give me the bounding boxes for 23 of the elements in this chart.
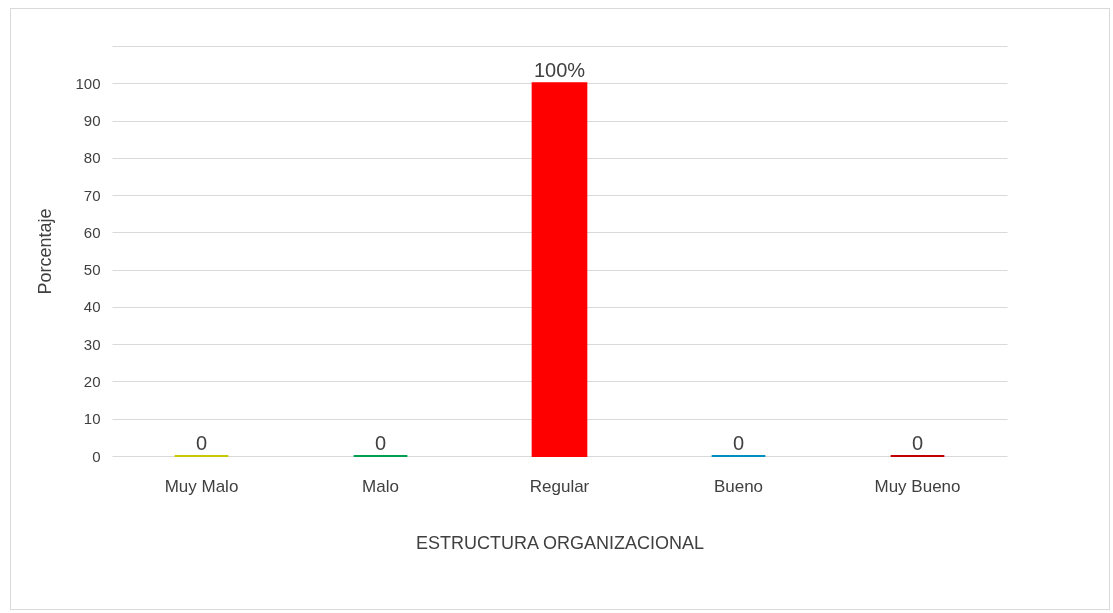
x-axis-title: ESTRUCTURA ORGANIZACIONAL bbox=[415, 532, 705, 553]
x-tick-label: Malo bbox=[362, 476, 399, 496]
data-label: 100% bbox=[533, 59, 586, 82]
data-label: 0 bbox=[732, 432, 745, 454]
y-tick-label: 50 bbox=[83, 261, 101, 279]
y-tick-label: 20 bbox=[83, 372, 101, 390]
x-tick-label: Bueno bbox=[713, 476, 764, 496]
y-tick-label: 70 bbox=[83, 186, 101, 204]
y-axis-title: Porcentaje bbox=[35, 208, 56, 295]
y-tick-label: 100 bbox=[75, 74, 101, 92]
x-tick-label: Muy Malo bbox=[164, 476, 239, 496]
y-tick-label: 40 bbox=[83, 298, 101, 316]
y-tick-label: 80 bbox=[83, 149, 101, 167]
y-tick-label: 0 bbox=[92, 447, 101, 465]
x-tick-label: Regular bbox=[529, 476, 590, 496]
y-tick-label: 10 bbox=[83, 410, 101, 428]
y-tick-label: 30 bbox=[83, 335, 101, 353]
x-tick-label: Muy Bueno bbox=[874, 476, 961, 496]
y-tick-label: 90 bbox=[83, 112, 101, 130]
y-tick-label: 60 bbox=[83, 223, 101, 241]
data-label: 0 bbox=[374, 432, 387, 454]
data-label: 0 bbox=[911, 432, 924, 454]
data-label: 0 bbox=[195, 432, 208, 454]
